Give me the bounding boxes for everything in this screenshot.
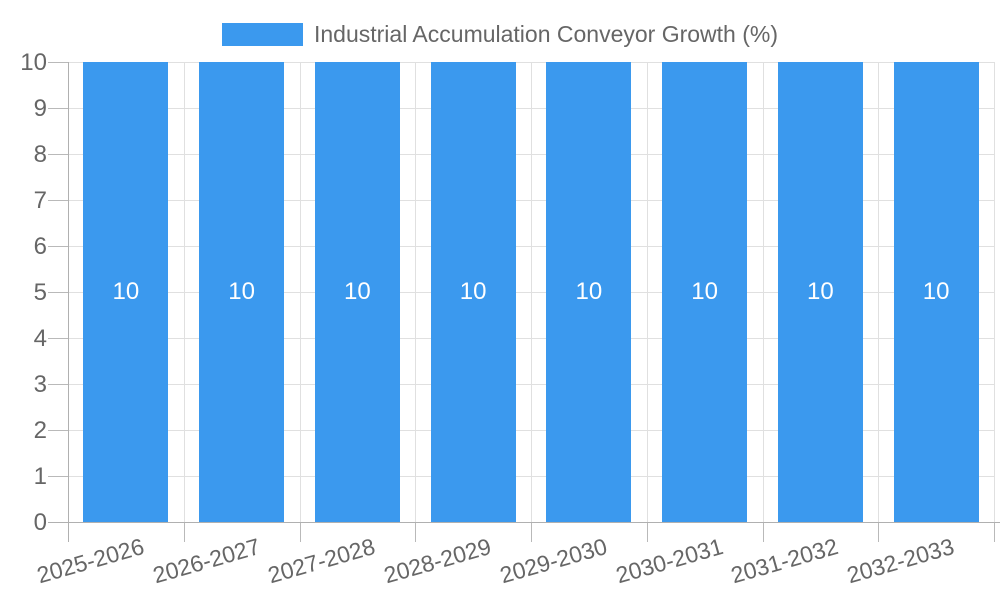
gridline-vertical xyxy=(994,62,995,522)
bar[interactable]: 10 xyxy=(893,62,979,522)
x-axis-label: 2030-2031 xyxy=(612,533,726,589)
y-axis-label: 2 xyxy=(33,417,47,444)
y-tick-mark xyxy=(48,246,68,247)
x-axis-line xyxy=(48,522,1000,523)
gridline-vertical xyxy=(415,62,417,522)
bar-value-label: 10 xyxy=(228,278,255,305)
y-axis-label: 7 xyxy=(33,187,47,214)
legend-series-label: Industrial Accumulation Conveyor Growth … xyxy=(313,21,779,47)
x-tick-mark xyxy=(646,522,648,542)
y-tick-mark xyxy=(48,476,68,477)
gridline-vertical xyxy=(878,62,880,522)
x-axis-label: 2028-2029 xyxy=(381,533,495,589)
y-axis-label: 6 xyxy=(33,233,47,260)
bar-value-label: 10 xyxy=(922,278,950,305)
y-axis-label: 3 xyxy=(33,371,47,398)
x-axis-label: 2032-2033 xyxy=(844,533,958,589)
x-tick-mark xyxy=(415,522,417,542)
gridline-vertical xyxy=(762,62,764,522)
y-axis-label: 0 xyxy=(33,509,47,536)
y-tick-mark xyxy=(48,200,68,201)
x-axis-label: 2025-2026 xyxy=(33,533,147,589)
bar[interactable]: 10 xyxy=(314,62,400,522)
x-axis-label: 2026-2027 xyxy=(149,533,263,589)
x-tick-mark xyxy=(878,522,880,542)
x-tick-mark xyxy=(299,522,301,542)
y-axis-label: 10 xyxy=(20,49,47,76)
gridline-vertical xyxy=(183,62,185,522)
legend-swatch xyxy=(221,23,303,46)
y-axis-label: 1 xyxy=(33,463,47,490)
bar[interactable]: 10 xyxy=(546,62,632,522)
bar-value-label: 10 xyxy=(344,278,371,305)
y-axis-label: 5 xyxy=(33,279,47,306)
y-axis-line xyxy=(68,62,69,542)
bar-value-label: 10 xyxy=(575,278,603,305)
bar-value-label: 10 xyxy=(112,278,140,305)
y-tick-mark xyxy=(48,62,68,63)
x-axis-label: 2031-2032 xyxy=(728,533,842,589)
gridline-vertical xyxy=(299,62,301,522)
y-tick-mark xyxy=(48,384,68,385)
gridline-vertical xyxy=(646,62,648,522)
x-axis-label: 2027-2028 xyxy=(265,533,379,589)
y-tick-mark xyxy=(48,338,68,339)
y-axis-label: 8 xyxy=(33,141,47,168)
bar-value-label: 10 xyxy=(807,278,834,305)
bar[interactable]: 10 xyxy=(430,62,516,522)
y-tick-mark xyxy=(48,154,68,155)
gridline-vertical xyxy=(531,62,532,522)
plot-area: 10 10 10 10 10 10 10 10 xyxy=(68,62,995,522)
y-tick-mark xyxy=(48,430,68,431)
x-tick-mark xyxy=(531,522,532,542)
x-tick-mark xyxy=(762,522,764,542)
bar[interactable]: 10 xyxy=(662,62,748,522)
bar[interactable]: 10 xyxy=(777,62,863,522)
x-axis-label: 2029-2030 xyxy=(496,533,610,589)
x-tick-mark xyxy=(183,522,185,542)
bar-value-label: 10 xyxy=(691,278,718,305)
y-tick-mark xyxy=(48,108,68,109)
bar[interactable]: 10 xyxy=(83,62,169,522)
y-tick-mark xyxy=(48,292,68,293)
y-axis-label: 9 xyxy=(33,95,47,122)
bar[interactable]: 10 xyxy=(199,62,285,522)
y-axis-label: 4 xyxy=(33,325,47,352)
x-tick-mark xyxy=(994,522,995,542)
legend[interactable]: Industrial Accumulation Conveyor Growth … xyxy=(0,21,1000,48)
bar-value-label: 10 xyxy=(459,278,487,305)
